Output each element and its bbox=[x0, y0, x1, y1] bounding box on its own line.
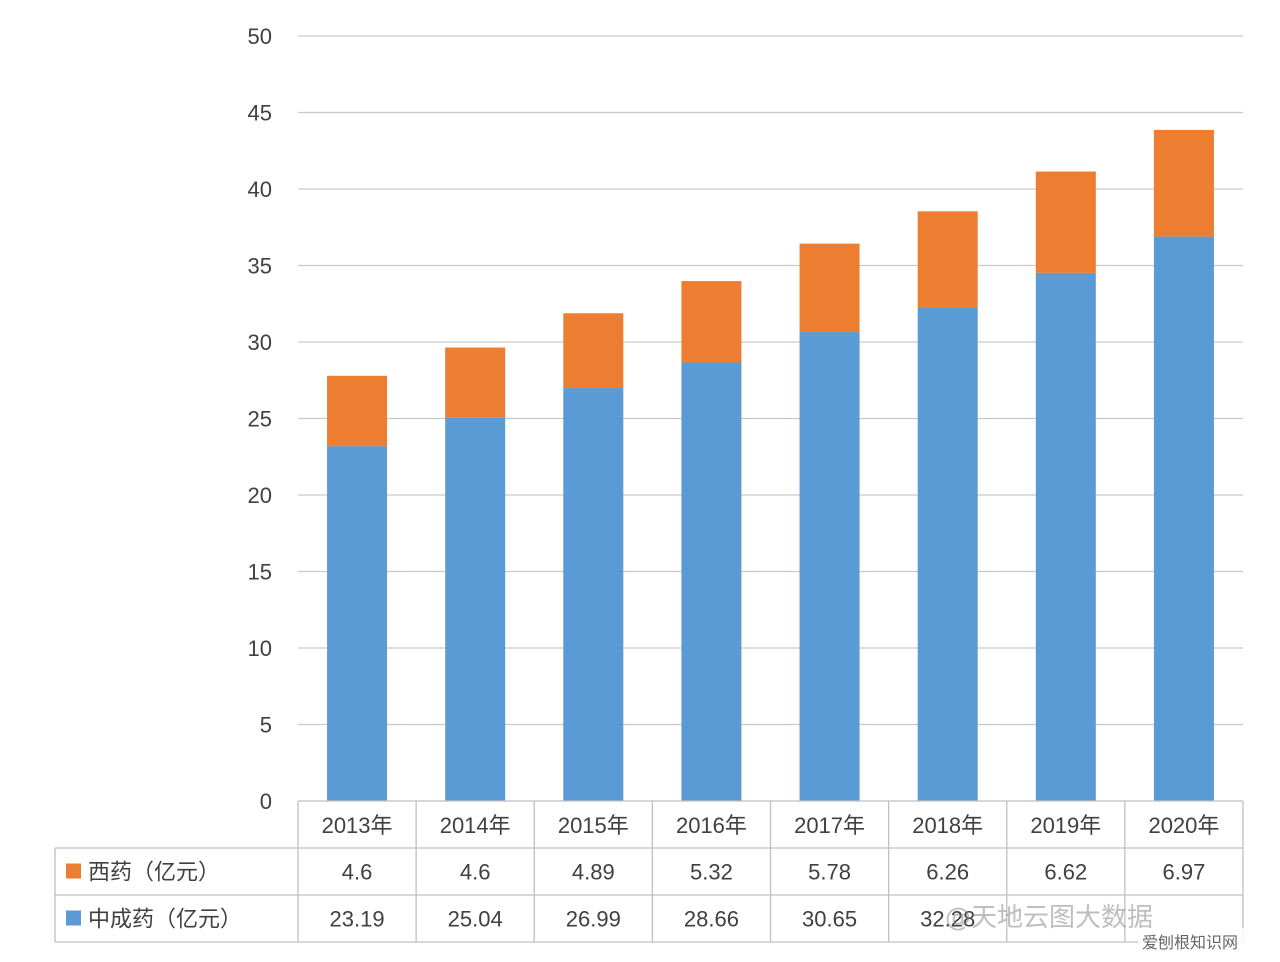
table-cell: 6.62 bbox=[1044, 860, 1087, 885]
bar-zhongchengyao bbox=[327, 446, 388, 801]
table-cell: 30.65 bbox=[802, 907, 857, 932]
bar-xiyao bbox=[1035, 171, 1096, 273]
table-cell: 4.6 bbox=[342, 860, 373, 885]
y-tick-label: 5 bbox=[260, 713, 272, 738]
bar-zhongchengyao bbox=[445, 417, 506, 801]
y-tick-label: 30 bbox=[248, 330, 272, 355]
bar-xiyao bbox=[445, 347, 506, 418]
table-cell: 4.89 bbox=[572, 860, 615, 885]
y-tick-label: 20 bbox=[248, 483, 272, 508]
y-tick-label: 40 bbox=[248, 177, 272, 202]
table-cell: 25.04 bbox=[448, 907, 503, 932]
gridlines bbox=[298, 35, 1243, 726]
watermark-site-bg bbox=[1138, 928, 1264, 954]
table-cell: 28.66 bbox=[684, 907, 739, 932]
data-table: 2013年 2014年 2015年 2016年 2017年 2018年 2019年 2020年… bbox=[54, 800, 1244, 943]
y-tick-label: 50 bbox=[248, 24, 272, 49]
bars bbox=[327, 129, 1214, 801]
y-tick-label: 35 bbox=[248, 254, 272, 279]
bar-zhongchengyao bbox=[917, 307, 978, 801]
bar-zhongchengyao bbox=[799, 332, 860, 801]
y-tick-label: 45 bbox=[248, 101, 272, 126]
bar-xiyao bbox=[799, 243, 860, 333]
y-tick-label: 10 bbox=[248, 636, 272, 661]
category-label: 2018年 bbox=[912, 813, 983, 838]
y-axis-ticks: 0 5 10 15 20 25 30 35 40 45 50 bbox=[248, 24, 272, 814]
category-label: 2017年 bbox=[794, 813, 865, 838]
table-cell: 4.6 bbox=[460, 860, 491, 885]
table-cell: 23.19 bbox=[330, 907, 385, 932]
bar-xiyao bbox=[327, 375, 388, 447]
bar-xiyao bbox=[681, 281, 742, 363]
category-label: 2014年 bbox=[440, 813, 511, 838]
table-cell: 32.28 bbox=[920, 907, 975, 932]
category-label: 2020年 bbox=[1148, 813, 1219, 838]
legend-label: 中成药（亿元） bbox=[88, 908, 242, 933]
category-label: 2019年 bbox=[1030, 813, 1101, 838]
category-label: 2016年 bbox=[676, 813, 747, 838]
bar-zhongchengyao bbox=[681, 362, 742, 801]
table-cell: 26.99 bbox=[566, 907, 621, 932]
bar-xiyao bbox=[917, 211, 978, 308]
bar-zhongchengyao bbox=[1153, 236, 1214, 801]
category-label: 2015年 bbox=[558, 813, 629, 838]
y-tick-label: 25 bbox=[248, 407, 272, 432]
table-cell: 6.26 bbox=[926, 860, 969, 885]
legend-swatch bbox=[66, 863, 81, 879]
table-cell: 5.78 bbox=[808, 860, 851, 885]
table-cell: 6.97 bbox=[1163, 860, 1206, 885]
bar-xiyao bbox=[563, 313, 624, 389]
bar-zhongchengyao bbox=[1035, 272, 1096, 801]
table-cell: 5.32 bbox=[690, 860, 733, 885]
watermark-text: @天地云图大数据 bbox=[945, 903, 1153, 933]
watermark-site: 爱刨根知识网 bbox=[1142, 933, 1238, 952]
category-label: 2013年 bbox=[322, 813, 393, 838]
watermark: @天地云图大数据 爱刨根知识网 bbox=[945, 903, 1264, 954]
y-tick-label: 15 bbox=[248, 560, 272, 585]
bar-zhongchengyao bbox=[563, 388, 624, 801]
legend-label: 西药（亿元） bbox=[88, 861, 220, 886]
y-tick-label: 0 bbox=[260, 789, 272, 814]
legend-swatch bbox=[66, 910, 81, 926]
bar-xiyao bbox=[1153, 129, 1214, 237]
